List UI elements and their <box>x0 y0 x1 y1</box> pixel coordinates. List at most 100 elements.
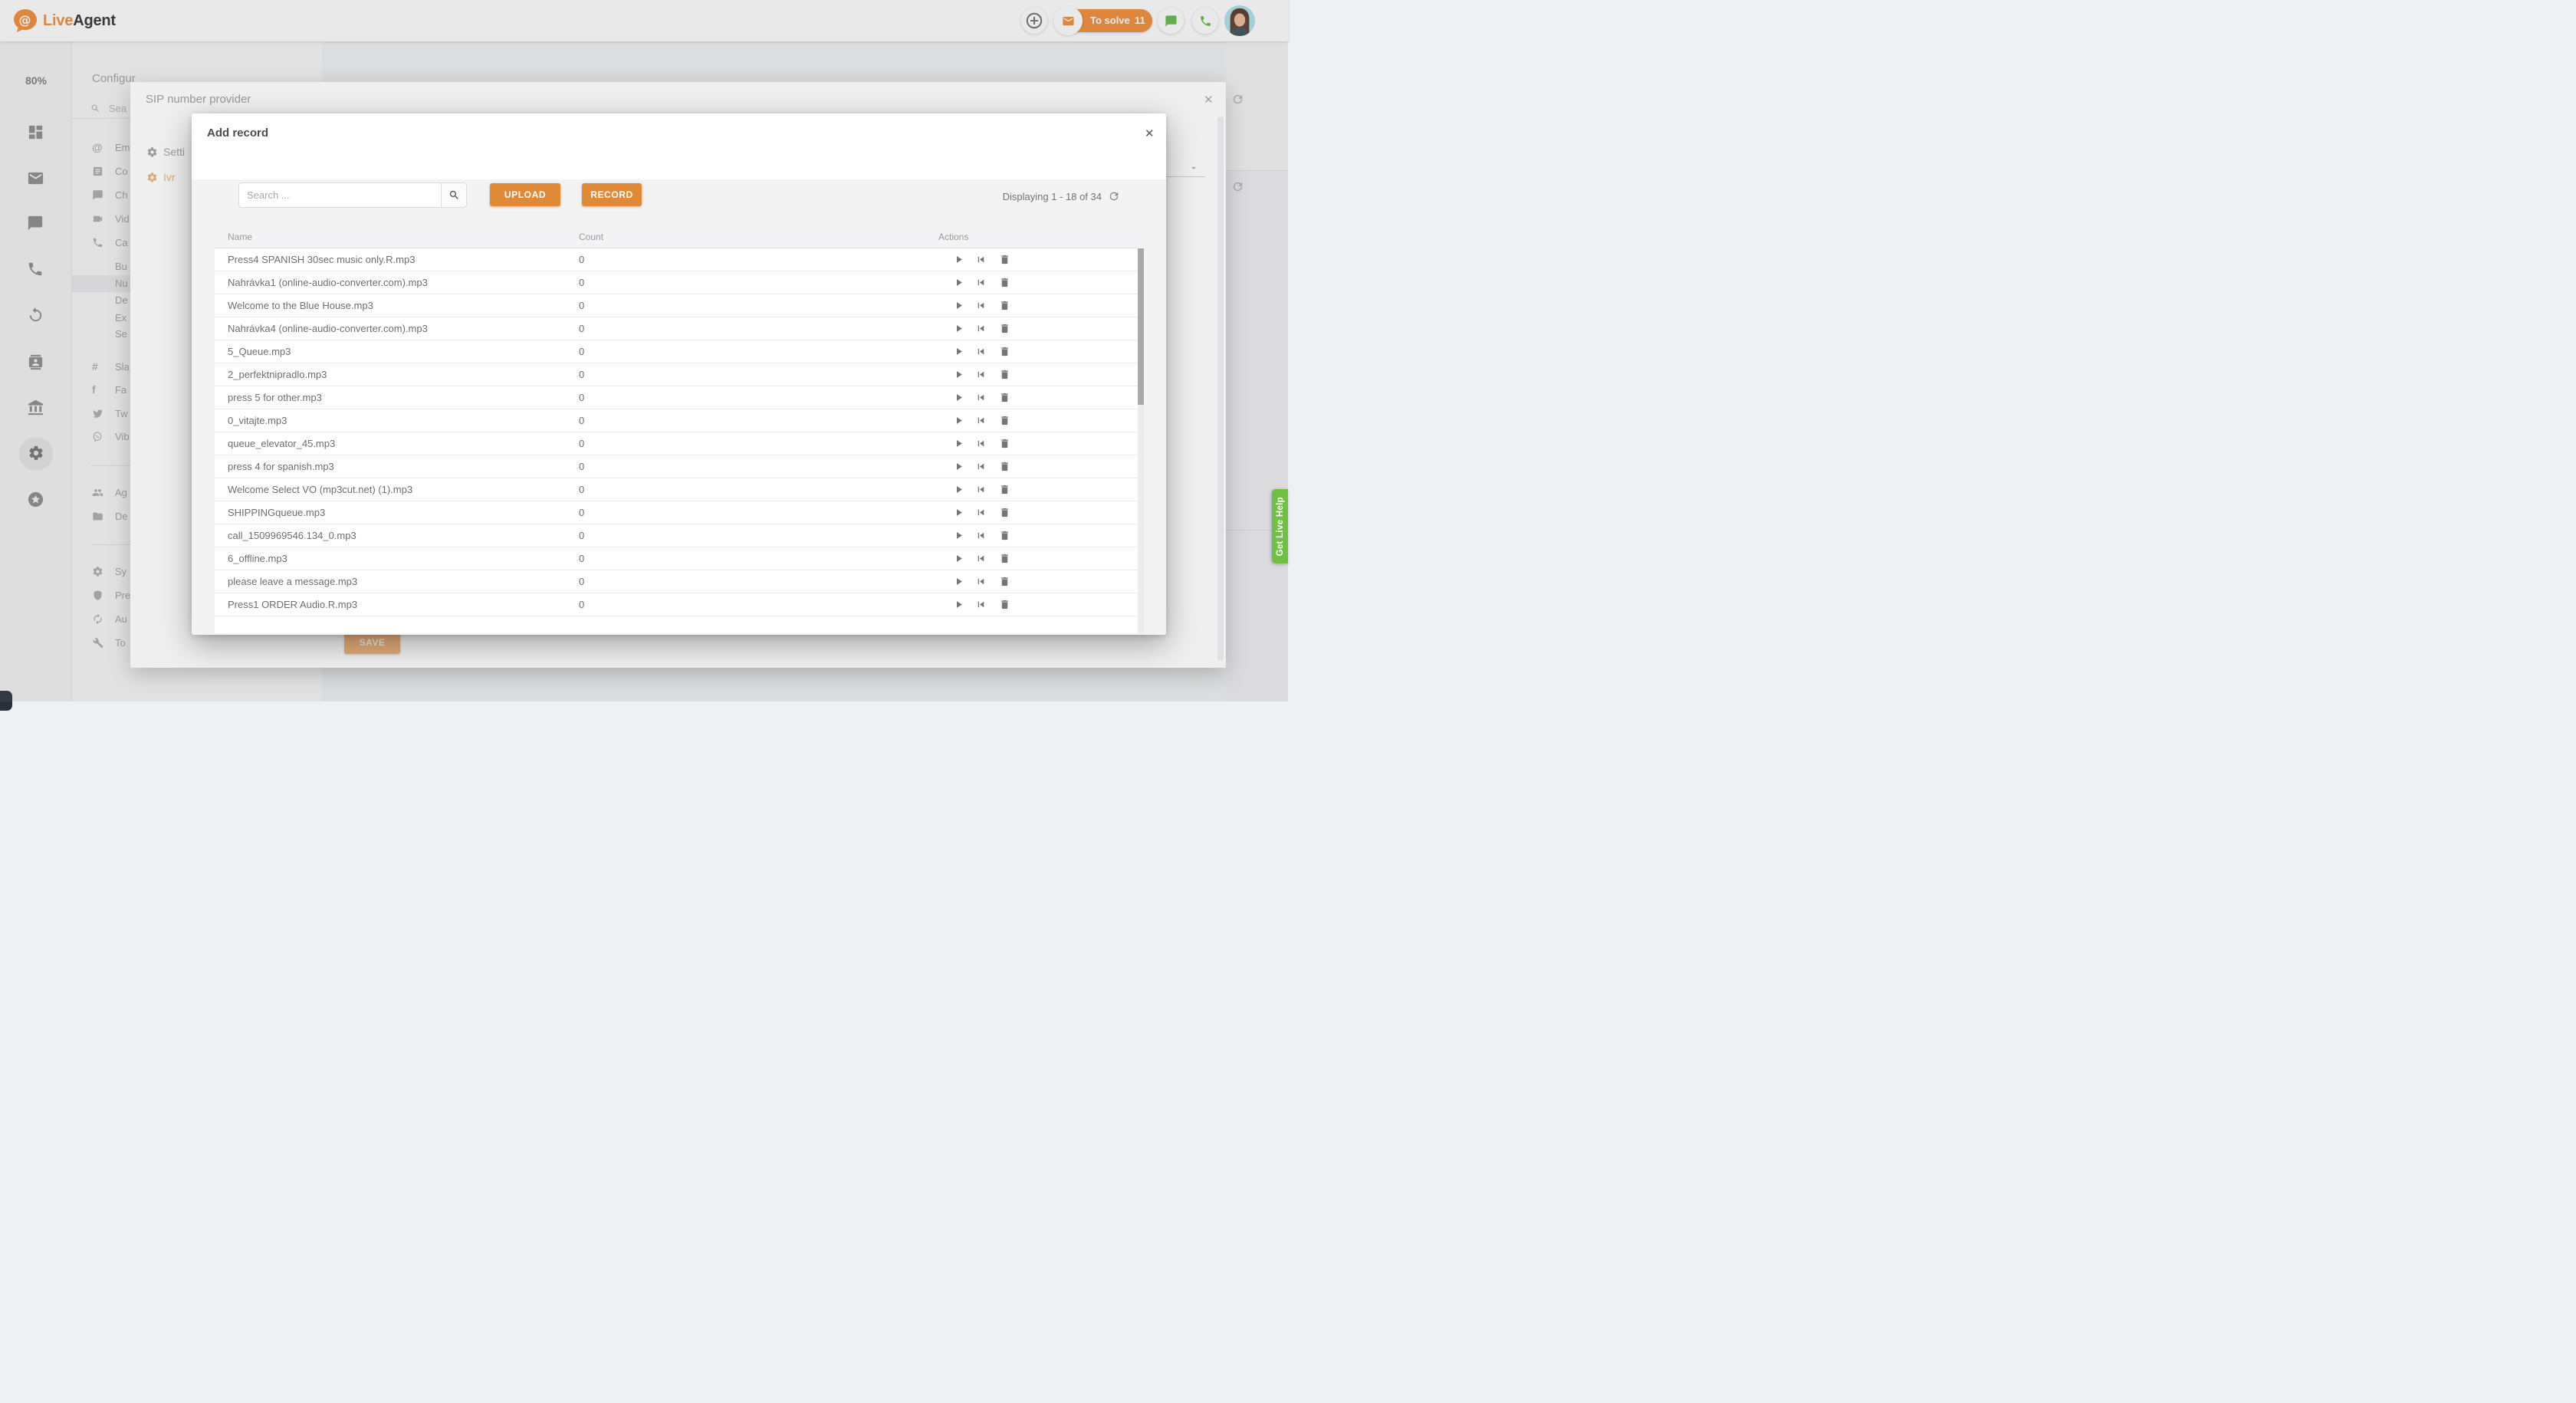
sip-nav-ivr[interactable]: Ivr <box>163 171 176 183</box>
settings-nav-item[interactable]: De <box>72 508 322 525</box>
settings-nav-item[interactable]: De <box>72 292 322 309</box>
calls-button[interactable] <box>1192 8 1218 34</box>
skip-to-start-icon[interactable] <box>975 300 987 311</box>
skip-to-start-icon[interactable] <box>975 254 987 265</box>
trash-icon[interactable] <box>999 254 1010 265</box>
skip-to-start-icon[interactable] <box>975 369 987 380</box>
play-icon[interactable] <box>953 507 964 518</box>
count-value: 0 <box>579 438 585 449</box>
skip-to-start-icon[interactable] <box>975 507 987 518</box>
settings-nav-item[interactable]: Au <box>72 611 322 628</box>
dialog-scrollbar[interactable] <box>1217 117 1224 661</box>
play-icon[interactable] <box>953 369 964 380</box>
trash-icon[interactable] <box>999 461 1010 472</box>
close-icon[interactable]: ✕ <box>1204 94 1214 107</box>
play-icon[interactable] <box>953 530 964 541</box>
trash-icon[interactable] <box>999 530 1010 541</box>
contacts-icon[interactable] <box>27 353 44 371</box>
search-input[interactable] <box>239 183 441 207</box>
dashboard-icon[interactable] <box>27 123 44 141</box>
sip-nav-settings[interactable]: Setti <box>163 146 186 158</box>
play-icon[interactable] <box>953 392 964 403</box>
play-icon[interactable] <box>953 300 964 311</box>
bank-icon[interactable] <box>27 399 44 416</box>
play-icon[interactable] <box>953 438 964 449</box>
settings-search-input[interactable]: Sea <box>109 103 127 114</box>
skip-to-start-icon[interactable] <box>975 599 987 610</box>
trash-icon[interactable] <box>999 599 1010 610</box>
skip-to-start-icon[interactable] <box>975 392 987 403</box>
trash-icon[interactable] <box>999 507 1010 518</box>
search-button[interactable] <box>441 183 466 207</box>
trash-icon[interactable] <box>999 415 1010 426</box>
settings-nav-item-label: Ex <box>115 312 127 324</box>
phone-icon[interactable] <box>27 261 44 278</box>
skip-to-start-icon[interactable] <box>975 484 987 495</box>
play-icon[interactable] <box>953 553 964 564</box>
live-help-tab[interactable]: Get Live Help <box>1272 489 1288 564</box>
settings-nav-item[interactable]: Ex <box>72 310 322 327</box>
record-button[interactable]: RECORD <box>582 183 642 206</box>
settings-nav-item[interactable]: Bu <box>72 258 322 275</box>
chats-button[interactable] <box>1158 8 1184 34</box>
play-icon[interactable] <box>953 346 964 357</box>
settings-nav-item[interactable]: f Fa <box>72 382 322 399</box>
play-icon[interactable] <box>953 461 964 472</box>
trash-icon[interactable] <box>999 438 1010 449</box>
chevron-down-icon[interactable] <box>1188 163 1199 173</box>
settings-nav-item[interactable]: Se <box>72 326 322 343</box>
settings-nav-item[interactable]: Tw <box>72 406 322 422</box>
settings-nav-item[interactable]: To <box>72 635 322 652</box>
trash-icon[interactable] <box>999 392 1010 403</box>
play-icon[interactable] <box>953 323 964 334</box>
skip-to-start-icon[interactable] <box>975 346 987 357</box>
play-icon[interactable] <box>953 277 964 288</box>
skip-to-start-icon[interactable] <box>975 553 987 564</box>
star-icon[interactable] <box>27 491 44 508</box>
skip-to-start-icon[interactable] <box>975 576 987 587</box>
trash-icon[interactable] <box>999 346 1010 357</box>
settings-nav-item[interactable]: @ Em <box>72 140 322 156</box>
to-solve-button[interactable]: To solve 11 <box>1053 6 1152 35</box>
trash-icon[interactable] <box>999 277 1010 288</box>
upload-button[interactable]: UPLOAD <box>490 183 560 206</box>
settings-icon[interactable] <box>28 445 44 462</box>
settings-nav-item[interactable]: Ch <box>72 187 322 204</box>
scrollbar-thumb[interactable] <box>1138 248 1144 405</box>
skip-to-start-icon[interactable] <box>975 530 987 541</box>
trash-icon[interactable] <box>999 553 1010 564</box>
settings-nav-item[interactable]: Vib <box>72 429 322 445</box>
settings-nav-item[interactable]: Sy <box>72 564 322 580</box>
settings-nav-item[interactable]: Ag <box>72 485 322 501</box>
trash-icon[interactable] <box>999 484 1010 495</box>
mail-icon[interactable] <box>27 169 44 187</box>
play-icon[interactable] <box>953 484 964 495</box>
trash-icon[interactable] <box>999 369 1010 380</box>
settings-nav-item[interactable]: # Sla <box>72 359 322 376</box>
settings-nav-item[interactable]: Pre <box>72 587 322 604</box>
liveagent-logo-icon[interactable]: @ <box>12 8 38 38</box>
trash-icon[interactable] <box>999 323 1010 334</box>
chat-icon[interactable] <box>27 215 44 232</box>
avatar[interactable] <box>1224 5 1256 41</box>
settings-nav-item[interactable]: Vid <box>72 211 322 228</box>
add-new-button[interactable] <box>1021 8 1047 34</box>
trash-icon[interactable] <box>999 576 1010 587</box>
settings-nav-item[interactable]: Ca <box>72 235 322 251</box>
skip-to-start-icon[interactable] <box>975 277 987 288</box>
refresh-icon[interactable] <box>1108 190 1120 202</box>
settings-nav-item[interactable]: Co <box>72 163 322 180</box>
close-icon[interactable]: ✕ <box>1145 127 1155 140</box>
skip-to-start-icon[interactable] <box>975 438 987 449</box>
play-icon[interactable] <box>953 415 964 426</box>
sync-icon[interactable] <box>27 307 44 324</box>
table-scrollbar[interactable] <box>1138 248 1144 633</box>
skip-to-start-icon[interactable] <box>975 461 987 472</box>
brand-wordmark[interactable]: LiveAgent <box>43 0 116 41</box>
play-icon[interactable] <box>953 254 964 265</box>
play-icon[interactable] <box>953 599 964 610</box>
skip-to-start-icon[interactable] <box>975 323 987 334</box>
trash-icon[interactable] <box>999 300 1010 311</box>
skip-to-start-icon[interactable] <box>975 415 987 426</box>
play-icon[interactable] <box>953 576 964 587</box>
